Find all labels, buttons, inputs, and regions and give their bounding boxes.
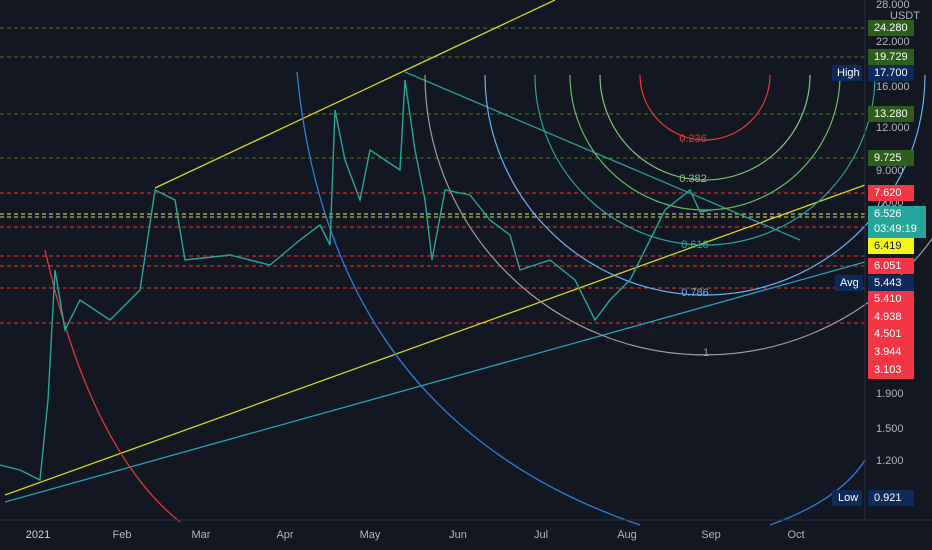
badge: 24.280 [874, 22, 908, 34]
time-tick: Oct [787, 529, 804, 541]
time-tick: Jul [534, 529, 548, 541]
price-tick: 28.000 [876, 0, 910, 11]
price-tick: 12.000 [876, 122, 910, 134]
time-tick: Feb [113, 529, 132, 541]
fib-label: 0.382 [679, 173, 707, 185]
badge: 3.103 [874, 364, 902, 376]
time-tick: 2021 [26, 529, 50, 541]
countdown: 03:49:19 [874, 223, 917, 235]
time-tick: Sep [701, 529, 721, 541]
badge: 5.443 [874, 277, 902, 289]
price-tick: 16.000 [876, 81, 910, 93]
badge: 7.620 [874, 187, 902, 199]
badge: Low [838, 492, 858, 504]
price-tick: 1.200 [876, 455, 904, 467]
badge: 17.700 [874, 67, 908, 79]
badge: 5.410 [874, 293, 902, 305]
badge: 19.729 [874, 51, 908, 63]
fib-label: 0.786 [681, 287, 709, 299]
fib-label: 0.618 [681, 239, 709, 251]
badge: 6.419 [874, 240, 902, 252]
badge: 4.501 [874, 328, 902, 340]
fib-arcs [424, 74, 932, 356]
badge: 6.526 [874, 208, 902, 220]
badge: Avg [840, 277, 859, 289]
badge: 9.725 [874, 152, 902, 164]
badge: 4.938 [874, 311, 902, 323]
time-tick: Jun [449, 529, 467, 541]
fib-label: 1 [703, 347, 709, 359]
price-path [0, 79, 713, 482]
badge: 0.921 [874, 492, 902, 504]
fib-label: 0.236 [679, 133, 707, 145]
time-tick: Apr [276, 529, 293, 541]
currency: USDT [890, 10, 920, 22]
time-tick: Aug [617, 529, 637, 541]
badges: 24.280 19.729 High 17.700 13.280 9.725 7… [832, 20, 926, 506]
time-axis: 2021 Feb Mar Apr May Jun Jul Aug Sep Oct [26, 529, 805, 541]
time-tick: May [360, 529, 381, 541]
price-tick: 9.000 [876, 165, 904, 177]
badge: High [837, 67, 860, 79]
price-tick: 1.500 [876, 423, 904, 435]
badge: 13.280 [874, 108, 908, 120]
trendlines [4, 0, 866, 526]
badge: 6.051 [874, 260, 902, 272]
price-tick: 22.000 [876, 36, 910, 48]
price-tick: 1.900 [876, 388, 904, 400]
badge: 3.944 [874, 346, 902, 358]
time-tick: Mar [192, 529, 211, 541]
